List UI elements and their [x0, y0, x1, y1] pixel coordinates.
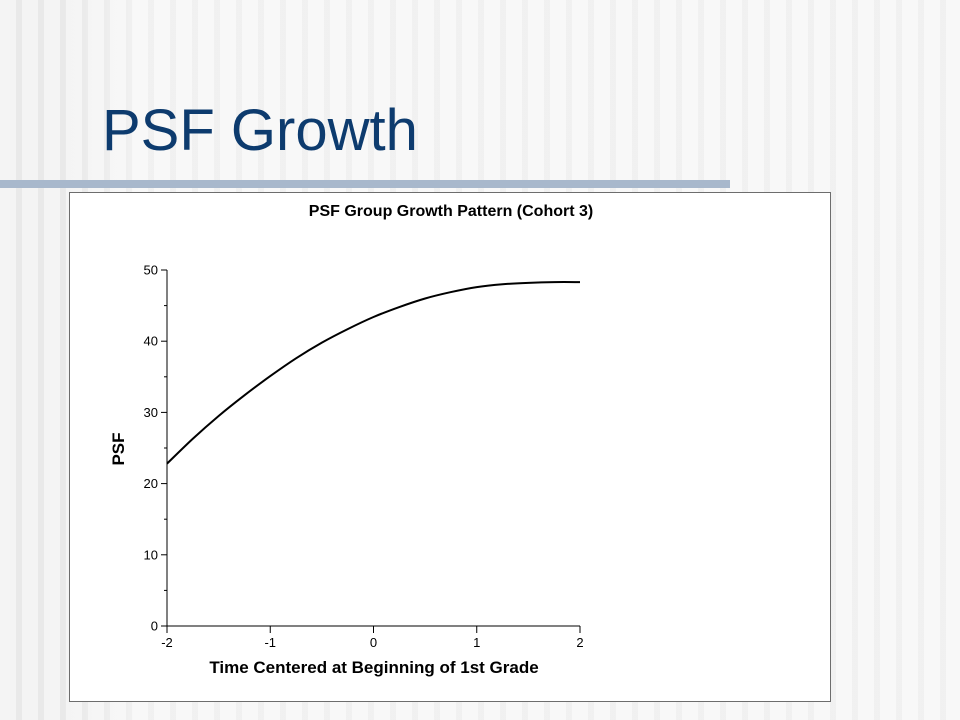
series-layer [166, 281, 581, 465]
y-tick-label: 30 [144, 405, 158, 420]
x-tick-label: 1 [473, 635, 480, 650]
axes [166, 270, 580, 627]
chart-frame: PSF Group Growth Pattern (Cohort 3) 0 10 2… [69, 192, 831, 702]
x-axis-label: Time Centered at Beginning of 1st Grade [209, 658, 538, 677]
title-divider [0, 180, 730, 188]
y-axis-label: PSF [109, 432, 128, 465]
x-tick-label: -2 [161, 635, 173, 650]
series-line [166, 281, 581, 465]
x-tick-label: 2 [576, 635, 583, 650]
y-tick-label: 50 [144, 263, 158, 278]
y-tick-label: 0 [151, 619, 158, 634]
chart-svg: PSF Group Growth Pattern (Cohort 3) 0102… [109, 203, 593, 677]
x-tick-label: 0 [370, 635, 377, 650]
axis-ticks: 0 10 20 30 40 50 -2 -1 0 1 2 [144, 263, 584, 651]
y-tick-label: 20 [144, 476, 158, 491]
y-tick-label: 10 [144, 547, 158, 562]
y-tick-label: 40 [144, 334, 158, 349]
chart-title: PSF Group Growth Pattern (Cohort 3) [309, 203, 593, 220]
x-tick-label: -1 [264, 635, 276, 650]
slide-title: PSF Growth [102, 98, 418, 163]
